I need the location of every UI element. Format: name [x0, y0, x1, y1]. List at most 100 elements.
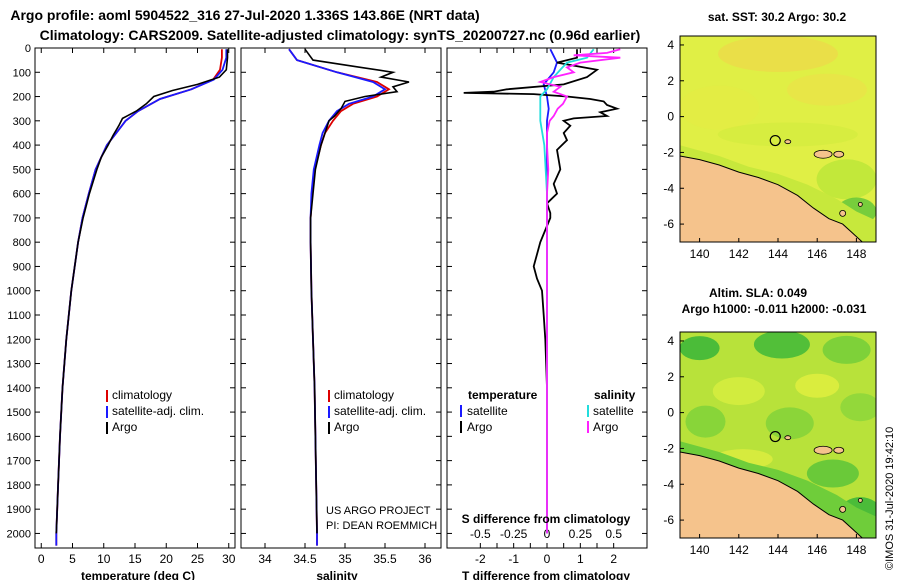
- map-lon-label: 142: [729, 543, 749, 557]
- x-tick-label: 34: [258, 552, 272, 566]
- sst-map-title: sat. SST: 30.2 Argo: 30.2: [708, 10, 847, 24]
- island: [833, 150, 845, 158]
- legend-s-argo: Argo: [593, 420, 619, 434]
- x-tick-label: -1: [508, 552, 519, 566]
- pressure-tick-label: 300: [13, 116, 31, 128]
- s-tick-label: 0.25: [569, 527, 593, 541]
- field-anomaly: [712, 377, 765, 406]
- map-lon-label: 142: [729, 247, 749, 261]
- map-lat-label: 4: [667, 38, 674, 52]
- salinity-panel: 34 34.5 35 35.5 36 salinity climatology sate…: [240, 47, 442, 580]
- land-mass: [680, 451, 864, 538]
- x-tick-label: 25: [191, 552, 205, 566]
- pi-annotation: PI: DEAN ROEMMICH: [326, 520, 437, 532]
- salinity-plot-frame: [240, 47, 442, 549]
- map-field: [680, 36, 876, 242]
- x-tick-label: 30: [222, 552, 236, 566]
- legend-salinity-title: salinity: [594, 388, 636, 402]
- x-tick-label: 15: [128, 552, 142, 566]
- map-field: [680, 332, 876, 538]
- pressure-tick-label: 1100: [7, 310, 31, 322]
- map-lon-label: 144: [768, 543, 788, 557]
- pressure-tick-label: 1500: [7, 407, 31, 419]
- x-tick-label: 34.5: [293, 552, 317, 566]
- map-lat-label: 0: [667, 110, 674, 124]
- pressure-tick-label: 1700: [7, 456, 31, 468]
- pressure-tick-label: 700: [13, 213, 31, 225]
- x-tick-label: 10: [97, 552, 111, 566]
- argo-float-marker: [769, 134, 781, 147]
- salinity-x-axis: 34 34.5 35 35.5 36: [258, 48, 432, 566]
- pressure-tick-label: 1200: [7, 334, 31, 346]
- series-line-argo: [55, 49, 229, 534]
- temperature-panel: 0100200300400500600700800900100011001200…: [7, 43, 236, 580]
- x-tick-label: 0: [544, 552, 551, 566]
- field-anomaly: [840, 393, 876, 422]
- pressure-tick-label: 400: [13, 140, 31, 152]
- field-anomaly: [717, 122, 858, 147]
- field-anomaly: [816, 159, 876, 200]
- pressure-tick-label: 500: [13, 164, 31, 176]
- island: [813, 149, 833, 159]
- s-tick-label: -0.5: [470, 527, 491, 541]
- legend-satellite: satellite-adj. clim.: [334, 404, 426, 418]
- pressure-tick-label: 1300: [7, 359, 31, 371]
- temperature-x-axis: 0 5 10 15 20 25 30: [38, 48, 236, 566]
- field-anomaly: [787, 73, 867, 106]
- map-lat-label: 2: [667, 74, 674, 88]
- island: [857, 201, 863, 207]
- t-difference-x-axis: -2 -1 0 1 2: [475, 48, 617, 566]
- map-lat-label: -4: [663, 181, 674, 195]
- map-lat-label: -6: [663, 217, 674, 231]
- pressure-tick-label: 200: [13, 92, 31, 104]
- legend-climatology: climatology: [112, 388, 172, 402]
- difference-legend: temperature salinity satellite Argo sate…: [460, 388, 636, 434]
- legend-argo: Argo: [334, 420, 360, 434]
- project-annotation: US ARGO PROJECT: [326, 505, 431, 517]
- title-line-1: Argo profile: aoml 5904522_316 27-Jul-20…: [10, 7, 479, 23]
- t-difference-xlabel: T difference from climatology: [462, 569, 630, 580]
- s-difference-x-axis: -0.5 -0.25 0 0.25 0.5: [470, 527, 622, 541]
- pressure-tick-label: 1800: [7, 480, 31, 492]
- pressure-tick-label: 1900: [7, 504, 31, 516]
- map-lat-label: 0: [667, 406, 674, 420]
- field-anomaly: [718, 36, 838, 72]
- field-anomaly: [685, 405, 726, 438]
- legend-temperature-title: temperature: [468, 388, 538, 402]
- x-tick-label: 36: [418, 552, 432, 566]
- island: [833, 446, 845, 454]
- map-lon-label: 148: [846, 543, 866, 557]
- legend-s-satellite: satellite: [593, 404, 634, 418]
- legend-satellite: satellite-adj. clim.: [112, 404, 204, 418]
- map-lat-label: -2: [663, 441, 674, 455]
- legend-climatology: climatology: [334, 388, 394, 402]
- x-tick-label: 0: [38, 552, 45, 566]
- field-anomaly: [795, 373, 840, 398]
- pressure-tick-label: 1600: [7, 431, 31, 443]
- map-lon-label: 140: [690, 247, 710, 261]
- s-tick-label: 0: [544, 527, 551, 541]
- salinity-xlabel: salinity: [316, 569, 358, 580]
- x-tick-label: -2: [475, 552, 486, 566]
- x-tick-label: 20: [160, 552, 174, 566]
- s-difference-xlabel: S difference from climatology: [462, 512, 631, 526]
- s-tick-label: -0.25: [500, 527, 528, 541]
- pressure-tick-label: 2000: [7, 528, 31, 540]
- temperature-legend: climatology satellite-adj. clim. Argo: [106, 388, 204, 434]
- pressure-tick-label: 0: [25, 43, 31, 55]
- pressure-tick-label: 1400: [7, 383, 31, 395]
- island: [784, 435, 792, 441]
- salinity-series: [288, 48, 410, 546]
- temperature-series: [55, 49, 229, 546]
- legend-t-argo: Argo: [467, 420, 493, 434]
- map-lat-label: 2: [667, 370, 674, 384]
- series-line-argo: [304, 48, 410, 534]
- pressure-tick-label: 800: [13, 237, 31, 249]
- map-lat-label: 4: [667, 334, 674, 348]
- map-lon-label: 140: [690, 543, 710, 557]
- island: [857, 497, 863, 503]
- x-tick-label: 5: [69, 552, 76, 566]
- sla-map-title: Altim. SLA: 0.049: [709, 286, 807, 300]
- argo-float-marker: [769, 430, 781, 443]
